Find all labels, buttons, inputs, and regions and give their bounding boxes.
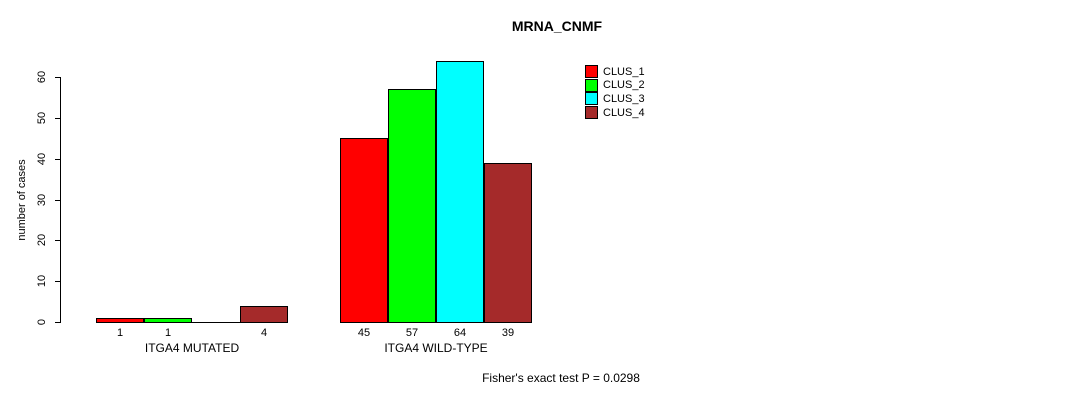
y-axis-tick — [55, 159, 60, 160]
bar-value-label: 57 — [405, 327, 419, 339]
y-axis-tick — [55, 281, 60, 282]
y-axis-tick-label: 30 — [36, 193, 48, 207]
fisher-test-annotation: Fisher's exact test P = 0.0298 — [482, 371, 640, 385]
legend: CLUS_1 CLUS_2 CLUS_3 CLUS_4 — [585, 65, 645, 120]
y-axis-tick — [55, 322, 60, 323]
bar-clus_1-mutated — [96, 318, 144, 323]
bar-value-label: 45 — [357, 327, 371, 339]
y-axis-tick-label: 20 — [36, 233, 48, 247]
legend-label: CLUS_2 — [603, 79, 645, 92]
y-axis-tick-label: 60 — [36, 70, 48, 84]
y-axis-tick — [55, 118, 60, 119]
bar-clus_2-wild-type — [388, 89, 436, 323]
bar-clus_1-wild-type — [340, 138, 388, 323]
bar-value-label: 64 — [453, 327, 467, 339]
bar-value-label: 39 — [501, 327, 515, 339]
legend-label: CLUS_3 — [603, 92, 645, 105]
y-axis-tick-label: 40 — [36, 152, 48, 166]
group-label: ITGA4 WILD-TYPE — [384, 341, 488, 355]
y-axis-tick-label: 10 — [36, 274, 48, 288]
bar-value-label: 1 — [116, 327, 124, 339]
legend-row: CLUS_3 — [585, 92, 645, 106]
legend-swatch-icon — [585, 106, 598, 120]
y-axis-tick-label: 50 — [36, 111, 48, 125]
legend-swatch-icon — [585, 78, 598, 92]
group-baseline — [96, 322, 288, 323]
legend-swatch-icon — [585, 92, 598, 106]
legend-row: CLUS_2 — [585, 78, 645, 93]
legend-row: CLUS_4 — [585, 106, 645, 120]
bar-clus_3-wild-type — [436, 61, 484, 323]
bar-clus_4-mutated — [240, 306, 288, 323]
legend-label: CLUS_4 — [603, 106, 645, 119]
bar-clus_4-wild-type — [484, 163, 532, 323]
y-axis-label: number of cases — [16, 159, 28, 241]
y-axis-tick — [55, 200, 60, 201]
legend-row: CLUS_1 — [585, 65, 645, 79]
y-axis-tick — [55, 77, 60, 78]
chart-title: MRNA_CNMF — [511, 18, 603, 34]
y-axis-tick — [55, 240, 60, 241]
y-axis-line — [60, 77, 61, 323]
bar-value-label: 4 — [260, 327, 268, 339]
bar-clus_2-mutated — [144, 318, 192, 323]
legend-label: CLUS_1 — [603, 65, 645, 78]
group-label: ITGA4 MUTATED — [144, 341, 240, 355]
legend-swatch-icon — [585, 65, 598, 79]
bar-value-label: 1 — [164, 327, 172, 339]
y-axis-tick-label: 0 — [36, 318, 48, 326]
